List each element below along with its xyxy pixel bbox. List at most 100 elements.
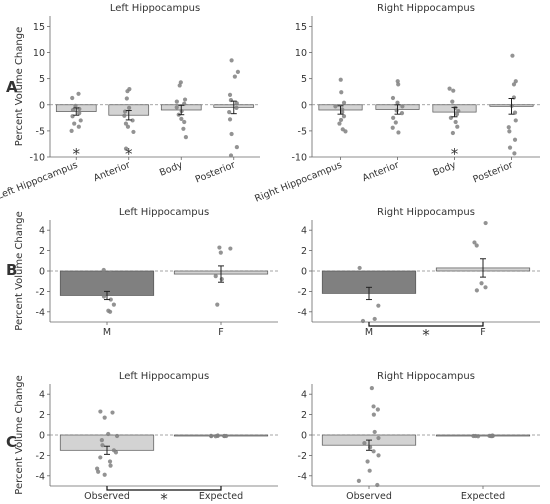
y-axis-label: Percent Volume Change <box>14 375 25 494</box>
data-point <box>234 105 239 111</box>
data-point <box>125 124 131 129</box>
y-tick-label: 2 <box>301 246 307 257</box>
data-point <box>181 126 186 131</box>
y-tick-label: 5 <box>39 74 45 85</box>
data-point <box>356 478 361 483</box>
x-tick-label: Posterior <box>194 160 237 186</box>
data-point <box>453 119 458 125</box>
charts-group: Left Hippocampus Percent Volume Change -10… <box>0 3 540 504</box>
y-tick-label: -4 <box>36 307 45 318</box>
data-point <box>111 302 116 307</box>
x-tick-label: F <box>480 327 485 338</box>
y-tick-label: 0 <box>301 100 307 111</box>
data-point <box>227 109 232 115</box>
data-point <box>76 91 81 96</box>
data-point <box>371 412 376 417</box>
data-point <box>234 101 239 106</box>
data-point <box>227 117 233 122</box>
bar <box>435 434 531 437</box>
data-point <box>375 407 380 412</box>
x-tick-label: M <box>365 327 373 338</box>
data-point <box>108 463 113 468</box>
y-tick-label: -2 <box>36 451 45 462</box>
data-point <box>510 53 515 58</box>
data-point <box>219 277 224 282</box>
y-tick-label: 5 <box>301 74 307 85</box>
data-point <box>453 105 458 111</box>
x-tick-label: F <box>218 327 223 338</box>
chart-b-left: Left Hippocampus Percent Volume Change -4 -… <box>14 207 278 338</box>
y-tick-label: -4 <box>36 471 45 482</box>
data-point <box>394 108 399 113</box>
y-tick-label: -4 <box>298 471 307 482</box>
data-point <box>174 105 179 110</box>
y-tick-label: 2 <box>39 410 45 421</box>
data-point <box>391 115 396 120</box>
data-point <box>396 82 401 87</box>
data-point <box>215 302 220 307</box>
data-point <box>511 82 517 87</box>
data-point <box>395 79 400 84</box>
y-tick-label: -5 <box>36 126 45 137</box>
y-axis-label: Percent Volume Change <box>14 211 25 330</box>
data-point <box>217 245 222 250</box>
data-point <box>400 104 405 109</box>
significance-star: * <box>125 145 133 163</box>
data-point <box>474 288 479 293</box>
data-point <box>76 124 81 129</box>
y-tick-label: -2 <box>298 287 307 298</box>
data-point <box>102 415 107 420</box>
x-tick-label: M <box>103 327 111 338</box>
data-point <box>393 120 398 125</box>
chart-b-right: Right Hippocampus -4 -2 0 2 4 M F * <box>298 207 540 344</box>
data-point <box>234 144 239 150</box>
chart-title: Left Hippocampus <box>119 207 209 218</box>
data-point <box>454 112 460 117</box>
significance-bracket <box>106 486 222 491</box>
data-point <box>125 89 130 94</box>
y-tick-label: -10 <box>291 153 307 164</box>
significance-bracket <box>368 322 484 327</box>
significance-star: * <box>73 145 81 163</box>
data-point <box>471 433 476 439</box>
data-point <box>371 404 376 409</box>
data-point <box>506 125 511 130</box>
data-point <box>372 429 377 435</box>
data-point <box>483 285 488 290</box>
data-point <box>101 294 107 299</box>
panel-letter-a: A <box>6 78 18 96</box>
data-point <box>110 410 115 415</box>
y-tick-label: 0 <box>301 431 307 442</box>
data-point <box>127 105 132 111</box>
data-point <box>362 441 367 446</box>
data-point <box>341 114 347 119</box>
y-tick-label: 2 <box>39 246 45 257</box>
data-point <box>98 455 103 460</box>
data-point <box>124 96 129 101</box>
data-point <box>69 128 74 133</box>
chart-title: Right Hippocampus <box>377 207 475 218</box>
data-point <box>108 270 113 276</box>
x-tick-label: Expected <box>461 491 505 502</box>
y-tick-label: 2 <box>301 410 307 421</box>
data-point <box>450 130 455 136</box>
data-point <box>174 99 179 104</box>
x-tick-label: Posterior <box>472 160 515 186</box>
data-point <box>339 90 344 95</box>
data-point <box>183 135 188 140</box>
data-point <box>450 99 455 104</box>
y-tick-label: -4 <box>298 307 307 318</box>
data-point <box>340 109 345 115</box>
y-tick-label: 10 <box>33 48 45 59</box>
data-point <box>338 117 344 123</box>
data-point <box>78 118 83 123</box>
data-point <box>232 74 237 79</box>
data-point <box>399 111 405 116</box>
y-tick-label: 4 <box>39 390 45 401</box>
data-point <box>337 121 342 126</box>
data-point <box>182 119 187 125</box>
data-point <box>179 116 184 121</box>
data-point <box>489 434 494 439</box>
